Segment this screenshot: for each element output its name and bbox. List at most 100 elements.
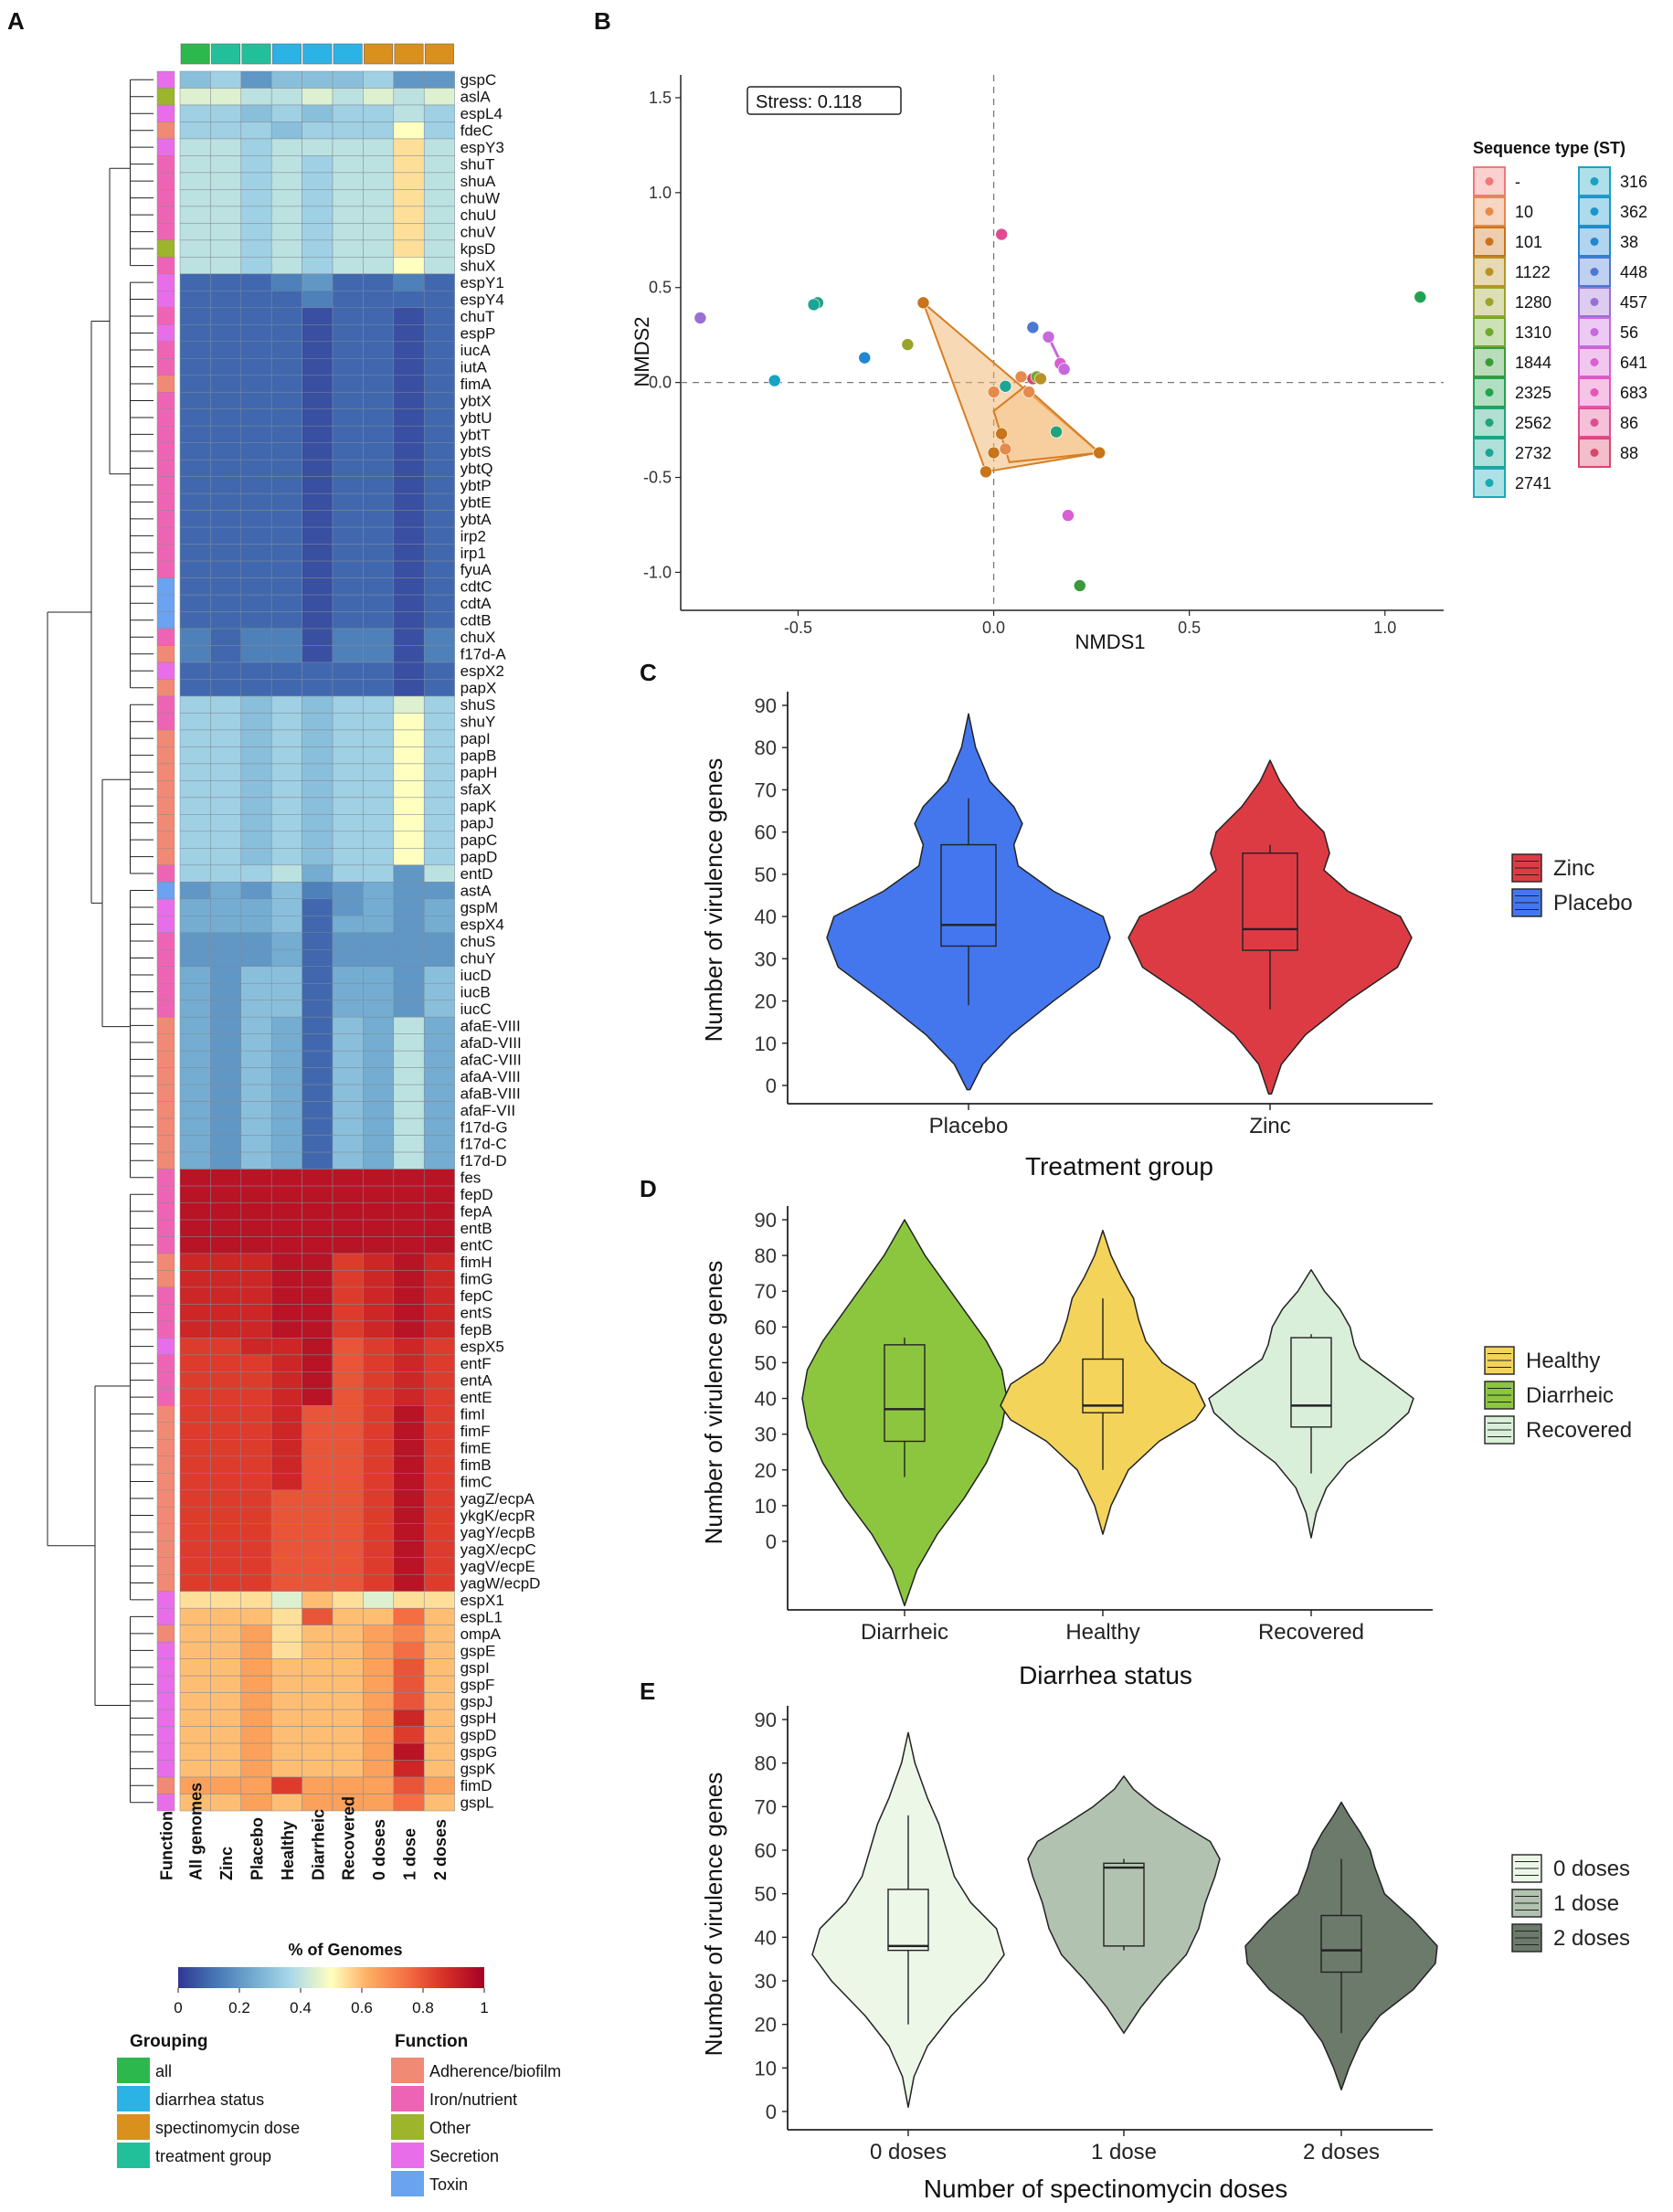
heatmap-cell (393, 560, 425, 578)
heatmap-cell (240, 594, 272, 612)
heatmap-cell (393, 695, 425, 714)
heatmap-cell (240, 729, 272, 747)
violin-e-ylabel: Number of virulence genes (700, 1773, 727, 2057)
function-cell (156, 1692, 175, 1710)
heatmap-cell (210, 763, 242, 781)
heatmap-cell (332, 122, 364, 140)
function-cell (156, 1405, 175, 1424)
heatmap-cell (332, 375, 364, 393)
heatmap-cell (302, 1320, 334, 1339)
heatmap-cell (423, 645, 455, 663)
heatmap-cell (240, 1000, 272, 1018)
heatmap-cell (302, 1286, 334, 1305)
gene-label: f17d-C (461, 1136, 507, 1153)
column-label: Zinc (217, 1847, 236, 1880)
st-legend-label: 2562 (1515, 414, 1551, 432)
heatmap-cell (423, 1117, 455, 1136)
heatmap-cell (393, 1033, 425, 1052)
heatmap-cell (210, 661, 242, 680)
function-cell (156, 577, 175, 596)
st-legend-dot (1590, 177, 1599, 185)
heatmap-cell (179, 1117, 211, 1136)
function-label: Toxin (429, 2175, 468, 2194)
heatmap-cell (210, 948, 242, 967)
heatmap-cell (393, 1776, 425, 1794)
column-label: Diarrheic (309, 1809, 327, 1880)
heatmap-cell (332, 1422, 364, 1440)
heatmap-cell (363, 358, 395, 376)
heatmap-cell (302, 510, 334, 528)
heatmap-cell (363, 206, 395, 224)
violin-y-tick-label: 80 (755, 1244, 777, 1267)
heatmap-cell (332, 1135, 364, 1153)
heatmap-cell (302, 948, 334, 967)
heatmap-cell (423, 1557, 455, 1575)
function-cell (156, 392, 175, 409)
heatmap-cell (302, 104, 334, 122)
heatmap-cell (363, 1219, 395, 1237)
heatmap-cell (332, 1169, 364, 1187)
violin-legend-label: 1 dose (1553, 1891, 1619, 1916)
function-cell (156, 1422, 175, 1440)
heatmap-cell (210, 1016, 242, 1034)
heatmap-cell (179, 1726, 211, 1744)
heatmap-cell (332, 257, 364, 275)
heatmap-cell (302, 1033, 334, 1052)
heatmap-cell (270, 492, 302, 511)
heatmap-cell (210, 88, 242, 106)
column-label: Placebo (249, 1817, 267, 1880)
heatmap-cell (393, 155, 425, 174)
gene-label: ykgK/ecpR (461, 1507, 535, 1524)
heatmap-cell (423, 695, 455, 714)
function-cell (156, 1776, 175, 1794)
heatmap-cell (240, 1388, 272, 1406)
heatmap-cell (302, 848, 334, 866)
heatmap-cell (210, 155, 242, 174)
heatmap-cell (363, 814, 395, 832)
heatmap-cell (393, 966, 425, 984)
gene-label: entA (461, 1372, 493, 1390)
heatmap-cell (393, 746, 425, 765)
heatmap-cell (363, 1388, 395, 1406)
column-group-swatch (271, 43, 302, 65)
heatmap-cell (302, 408, 334, 427)
function-cell (156, 915, 175, 933)
heatmap-cell (302, 1641, 334, 1659)
heatmap-cell (210, 70, 242, 89)
heatmap-cell (302, 1270, 334, 1288)
heatmap-cell (423, 1219, 455, 1237)
heatmap-cell (240, 88, 272, 106)
heatmap-cell (393, 1675, 425, 1693)
heatmap-cell (332, 1016, 364, 1034)
heatmap-cell (393, 1185, 425, 1203)
heatmap-cell (270, 1489, 302, 1508)
heatmap-cell (210, 1253, 242, 1271)
heatmap-cell (423, 729, 455, 747)
column-label: 1 dose (401, 1828, 419, 1880)
function-cell (156, 628, 175, 646)
heatmap-cell (423, 577, 455, 596)
heatmap-cell (240, 1675, 272, 1693)
heatmap-cell (179, 1253, 211, 1271)
heatmap-cell (423, 223, 455, 241)
nmds-plot: -0.5 0.0 0.5 1.0 -1.0 -0.5 0.0 0.5 1.0 1.5 (643, 75, 1444, 637)
heatmap-cell (423, 358, 455, 376)
heatmap-cell (302, 88, 334, 106)
violin-legend-label: Healthy (1526, 1349, 1600, 1373)
heatmap-cell (210, 882, 242, 900)
heatmap-cell (179, 966, 211, 984)
function-label: Iron/nutrient (429, 2090, 517, 2109)
function-cell (156, 510, 175, 528)
function-cell (156, 70, 175, 89)
heatmap-cell (302, 1507, 334, 1524)
heatmap-cell (179, 1760, 211, 1778)
gene-label: papH (461, 764, 498, 781)
heatmap-cell (423, 476, 455, 494)
heatmap-cell (302, 1692, 334, 1710)
nmds-point (916, 296, 930, 310)
heatmap-cell (179, 492, 211, 511)
heatmap-cell (270, 1388, 302, 1406)
heatmap-cell (270, 864, 302, 883)
function-cell (156, 1489, 175, 1508)
function-cell (156, 1169, 175, 1187)
